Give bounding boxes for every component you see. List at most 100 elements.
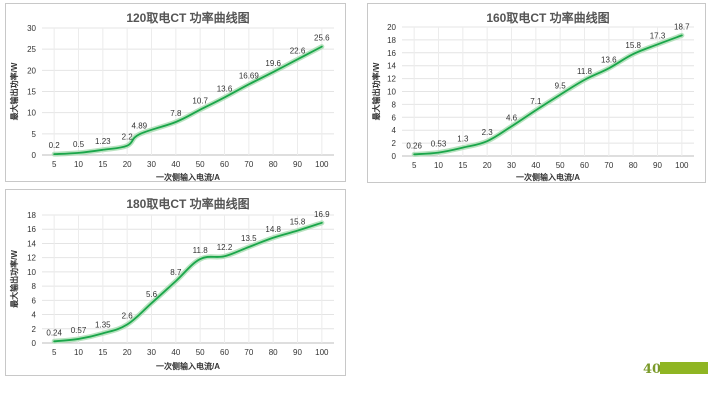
data-label: 4.6 <box>506 113 518 122</box>
page-number: 40 <box>643 362 662 377</box>
x-tick-label: 10 <box>74 160 83 169</box>
data-label: 18.7 <box>674 22 690 31</box>
y-tick-label: 6 <box>32 296 37 305</box>
x-tick-label: 100 <box>315 160 329 169</box>
data-label: 15.8 <box>290 218 306 227</box>
data-label: 0.26 <box>406 141 422 150</box>
data-label: 7.8 <box>170 109 182 118</box>
data-label: 1.3 <box>457 135 469 144</box>
y-tick-label: 14 <box>27 239 36 248</box>
x-tick-label: 70 <box>604 161 613 170</box>
data-label: 5.6 <box>146 290 158 299</box>
y-tick-label: 20 <box>27 66 36 75</box>
y-tick-label: 15 <box>27 88 36 97</box>
y-tick-label: 18 <box>387 36 396 45</box>
data-label: 25.6 <box>314 34 330 43</box>
x-axis-label: 一次侧输入电流/A <box>156 172 220 182</box>
data-label: 16.69 <box>239 71 260 80</box>
y-tick-label: 10 <box>27 109 36 118</box>
data-label: 2.6 <box>122 312 134 321</box>
data-label: 1.35 <box>95 320 111 329</box>
data-label: 13.6 <box>601 55 617 64</box>
x-tick-label: 60 <box>220 160 229 169</box>
x-tick-label: 10 <box>74 348 83 357</box>
x-tick-label: 40 <box>171 348 180 357</box>
x-tick-label: 5 <box>412 161 417 170</box>
y-tick-label: 12 <box>387 75 396 84</box>
y-tick-label: 25 <box>27 45 36 54</box>
chart-120-svg: 120取电CT 功率曲线图 0 5 10 15 20 25 30 5 10 15 20 30 40 50 60… <box>9 10 334 182</box>
data-label: 9.5 <box>555 82 567 91</box>
y-tick-label: 18 <box>27 211 36 220</box>
x-tick-label: 90 <box>293 160 302 169</box>
x-tick-label: 80 <box>629 161 638 170</box>
y-tick-label: 4 <box>392 126 397 135</box>
data-label: 14.8 <box>265 225 281 234</box>
y-axis-label: 最大输出功率/W <box>9 62 19 120</box>
x-tick-label: 80 <box>269 348 278 357</box>
y-tick-label: 4 <box>32 311 37 320</box>
data-label: 4.89 <box>132 121 148 130</box>
x-tick-label: 5 <box>52 160 57 169</box>
x-tick-label: 5 <box>52 348 57 357</box>
series-line <box>53 45 323 156</box>
y-tick-label: 6 <box>392 113 397 122</box>
series-line <box>413 34 683 156</box>
y-tick-label: 2 <box>32 325 37 334</box>
x-tick-label: 15 <box>98 160 107 169</box>
data-label: 1.23 <box>95 137 111 146</box>
y-tick-label: 16 <box>387 49 396 58</box>
y-tick-label: 12 <box>27 254 36 263</box>
data-label: 0.5 <box>73 140 85 149</box>
chart-160-panel: 160取电CT 功率曲线图 0 2 4 6 8 10 12 14 16 18 20 5 10 15 20 30 4… <box>367 3 706 183</box>
y-tick-label: 16 <box>27 225 36 234</box>
chart-120-panel: 120取电CT 功率曲线图 0 5 10 15 20 25 30 5 10 15 20 30 40 50 60… <box>5 3 346 182</box>
chart-180-panel: 180取电CT 功率曲线图 0 2 4 6 8 10 12 14 16 18 5 10 15 20 30 40 5… <box>5 189 346 376</box>
data-label: 2.2 <box>122 133 134 142</box>
data-label: 19.6 <box>265 59 281 68</box>
x-tick-label: 50 <box>556 161 565 170</box>
y-tick-label: 14 <box>387 62 396 71</box>
data-label: 10.7 <box>192 97 208 106</box>
y-tick-label: 0 <box>32 151 37 160</box>
data-label: 13.5 <box>241 234 257 243</box>
data-label: 13.6 <box>217 84 233 93</box>
y-tick-label: 0 <box>392 152 397 161</box>
chart-title: 180取电CT 功率曲线图 <box>126 196 249 211</box>
x-tick-label: 20 <box>123 160 132 169</box>
x-tick-label: 30 <box>147 348 156 357</box>
page-accent-bar <box>660 362 708 374</box>
x-tick-label: 50 <box>196 348 205 357</box>
x-tick-label: 20 <box>123 348 132 357</box>
x-tick-label: 100 <box>315 348 329 357</box>
x-tick-label: 40 <box>171 160 180 169</box>
chart-160-svg: 160取电CT 功率曲线图 0 2 4 6 8 10 12 14 16 18 20 5 10 15 20 30 4… <box>371 10 694 182</box>
x-tick-label: 20 <box>483 161 492 170</box>
x-tick-label: 60 <box>220 348 229 357</box>
x-tick-label: 100 <box>675 161 689 170</box>
x-tick-label: 70 <box>244 348 253 357</box>
data-label: 0.24 <box>46 328 62 337</box>
x-tick-label: 90 <box>293 348 302 357</box>
data-label: 16.9 <box>314 210 330 219</box>
y-axis-label: 最大输出功率/W <box>371 62 381 120</box>
series-line <box>53 221 323 343</box>
data-label: 12.2 <box>217 243 233 252</box>
x-tick-label: 10 <box>434 161 443 170</box>
data-label: 22.6 <box>290 46 306 55</box>
y-tick-label: 5 <box>32 130 37 139</box>
data-label: 11.8 <box>193 246 209 255</box>
x-tick-label: 70 <box>244 160 253 169</box>
y-tick-label: 30 <box>27 24 36 33</box>
y-axis-label: 最大输出功率/W <box>9 250 19 308</box>
x-tick-label: 40 <box>531 161 540 170</box>
x-tick-label: 30 <box>507 161 516 170</box>
data-label: 17.3 <box>650 31 666 40</box>
data-label: 8.7 <box>170 268 182 277</box>
chart-title: 160取电CT 功率曲线图 <box>486 10 609 25</box>
data-label: 15.8 <box>625 41 641 50</box>
x-tick-label: 60 <box>580 161 589 170</box>
x-tick-label: 15 <box>458 161 467 170</box>
y-tick-label: 0 <box>32 339 37 348</box>
data-label: 2.3 <box>482 128 494 137</box>
